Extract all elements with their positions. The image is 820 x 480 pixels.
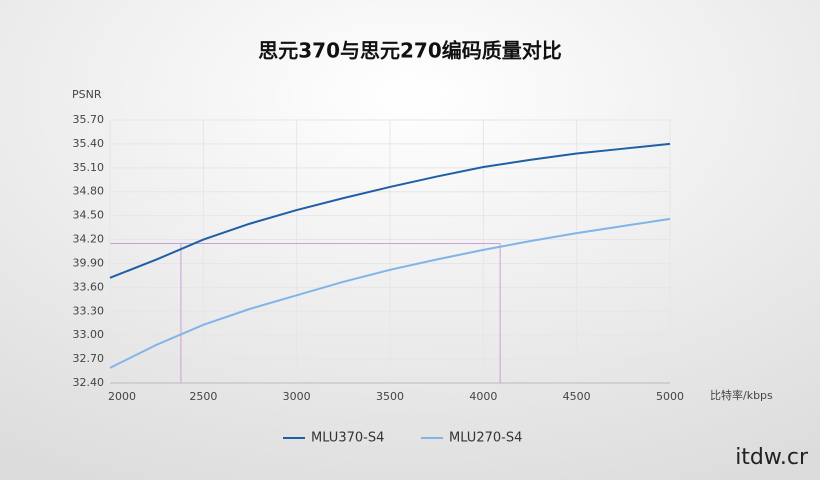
y-tick-label: 34.50 (73, 209, 105, 222)
x-tick-label: 3000 (283, 390, 311, 403)
legend-label: MLU270-S4 (449, 431, 522, 446)
y-tick-label: 32.40 (73, 376, 105, 389)
x-axis-label: 比特率/kbps (710, 388, 773, 402)
y-tick-label: 34.80 (73, 185, 105, 198)
y-tick-label: 39.90 (73, 256, 105, 269)
y-tick-label: 33.30 (73, 304, 105, 317)
series-line (109, 217, 671, 369)
series-line (109, 142, 671, 279)
y-tick-label: 35.40 (73, 137, 105, 150)
y-tick-label: 33.00 (73, 328, 105, 341)
y-tick-label: 33.60 (73, 280, 105, 293)
y-tick-label: 34.20 (73, 233, 105, 246)
chart-title: 思元370与思元270编码质量对比 (258, 39, 562, 63)
x-tick-label: 2000 (108, 390, 136, 403)
y-axis-label: PSNR (72, 88, 102, 101)
x-tick-label: 4500 (563, 390, 591, 403)
legend-label: MLU370-S4 (311, 431, 384, 446)
x-tick-label: 3500 (376, 390, 404, 403)
x-tick-label: 5000 (656, 390, 684, 403)
x-tick-label: 4000 (469, 390, 497, 403)
y-tick-label: 35.70 (73, 113, 105, 126)
y-tick-label: 35.10 (73, 161, 105, 174)
y-tick-label: 32.70 (73, 352, 105, 365)
x-tick-label: 2500 (189, 390, 217, 403)
watermark: itdw.cr (735, 445, 809, 470)
